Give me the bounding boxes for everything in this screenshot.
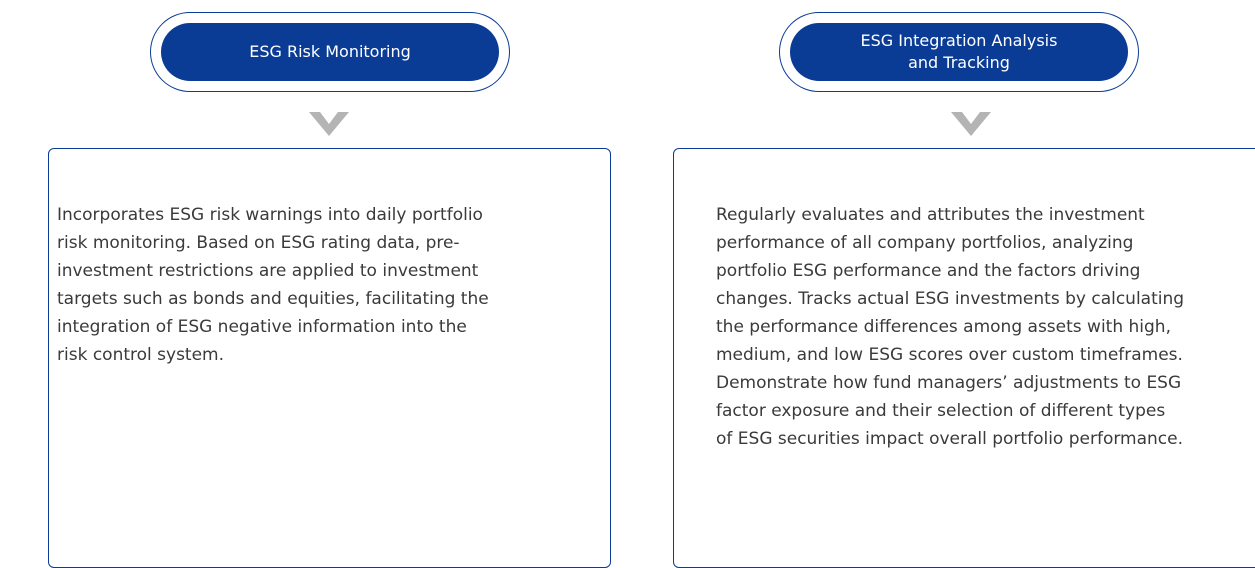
text-line: portfolio ESG performance and the factor…: [716, 261, 1141, 281]
pill-label: ESG Integration Analysis and Tracking: [790, 23, 1128, 81]
text-line: of ESG securities impact overall portfol…: [716, 429, 1184, 449]
pill-label: ESG Risk Monitoring: [161, 23, 499, 81]
text-line: risk monitoring. Based on ESG rating dat…: [57, 233, 460, 253]
pill-outer: ESG Integration Analysis and Tracking: [779, 12, 1139, 92]
chevron: [309, 112, 349, 140]
card: Regularly evaluates and attributes the i…: [673, 148, 1255, 568]
chevron-icon: [309, 112, 349, 136]
card: Incorporates ESG risk warnings into dail…: [48, 148, 611, 568]
text-line: Incorporates ESG risk warnings into dail…: [57, 205, 483, 225]
text-line: integration of ESG negative information …: [57, 317, 467, 337]
text-line: medium, and low ESG scores over custom t…: [716, 345, 1183, 365]
text-line: factor exposure and their selection of d…: [716, 401, 1166, 421]
card-text: Incorporates ESG risk warnings into dail…: [57, 201, 610, 369]
chevron: [951, 112, 991, 140]
title-line: and Tracking: [908, 53, 1010, 72]
text-line: the performance differences among assets…: [716, 317, 1171, 337]
card-text: Regularly evaluates and attributes the i…: [716, 201, 1255, 453]
text-line: risk control system.: [57, 345, 225, 365]
text-line: investment restrictions are applied to i…: [57, 261, 479, 281]
title-line: ESG Integration Analysis: [860, 31, 1058, 50]
chevron-icon: [951, 112, 991, 136]
title-line: ESG Risk Monitoring: [249, 42, 411, 61]
text-line: Demonstrate how fund managers’ adjustmen…: [716, 373, 1182, 393]
text-line: performance of all company portfolios, a…: [716, 233, 1134, 253]
text-line: Regularly evaluates and attributes the i…: [716, 205, 1145, 225]
text-line: changes. Tracks actual ESG investments b…: [716, 289, 1185, 309]
text-line: targets such as bonds and equities, faci…: [57, 289, 489, 309]
pill-outer: ESG Risk Monitoring: [150, 12, 510, 92]
